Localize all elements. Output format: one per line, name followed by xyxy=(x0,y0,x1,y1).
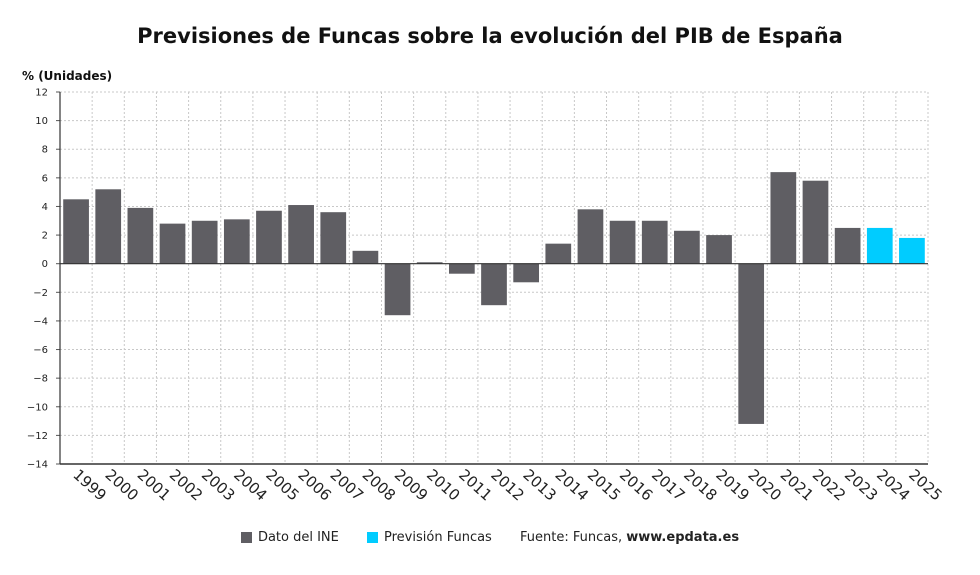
bars xyxy=(63,172,925,424)
x-tick-label: 1999 xyxy=(69,466,109,505)
y-tick-label: −12 xyxy=(27,431,48,442)
legend-swatch-funcas xyxy=(367,532,379,543)
grid-lines xyxy=(60,91,929,464)
bar-ine-2013 xyxy=(513,263,540,283)
source-prefix: Fuente: Funcas, xyxy=(519,530,627,545)
bar-ine-2022 xyxy=(802,180,829,264)
x-tick-labels: 1999200020012002200320042005200620072008… xyxy=(69,466,945,505)
x-tick-label: 2020 xyxy=(745,466,785,505)
source-note: Fuente: Funcas, www.epdata.es xyxy=(520,530,739,545)
x-tick-label: 2006 xyxy=(294,466,334,505)
x-tick-label: 2011 xyxy=(455,466,495,505)
y-tick-label: −14 xyxy=(27,460,48,471)
x-tick-label: 2018 xyxy=(680,466,720,505)
y-tick-label: −2 xyxy=(33,288,48,299)
bar-ine-2014 xyxy=(545,243,572,264)
bar-ine-2011 xyxy=(448,263,475,274)
bar-ine-2017 xyxy=(641,220,668,264)
y-tick-label: −4 xyxy=(33,316,48,327)
bar-funcas-2024 xyxy=(866,227,893,264)
x-tick-label: 2023 xyxy=(841,466,881,505)
y-tick-label: 8 xyxy=(42,145,48,156)
chart-title: Previsiones de Funcas sobre la evolución… xyxy=(137,24,843,48)
x-tick-label: 2021 xyxy=(777,466,817,505)
bar-ine-2018 xyxy=(674,230,700,264)
legend-label-funcas: Previsión Funcas xyxy=(384,530,492,545)
x-tick-label: 2000 xyxy=(102,466,142,505)
y-axis-label: % (Unidades) xyxy=(22,69,113,83)
bar-ine-2020 xyxy=(738,263,765,424)
y-tick-label: 12 xyxy=(35,88,48,99)
x-tick-label: 2016 xyxy=(616,466,656,505)
legend-item-ine: Dato del INE xyxy=(240,530,339,545)
bar-ine-2019 xyxy=(706,235,732,264)
x-tick-label: 2012 xyxy=(487,466,527,505)
x-tick-label: 2019 xyxy=(712,466,752,505)
bar-ine-2006 xyxy=(288,205,314,264)
x-tick-label: 2009 xyxy=(391,466,431,505)
bar-ine-2012 xyxy=(481,263,507,306)
x-tick-label: 2010 xyxy=(423,466,463,505)
bar-ine-2002 xyxy=(159,223,186,264)
bar-ine-2001 xyxy=(127,207,154,264)
bar-ine-1999 xyxy=(63,199,89,264)
source-link[interactable]: www.epdata.es xyxy=(626,530,740,545)
bar-ine-2023 xyxy=(834,227,861,264)
x-tick-label: 2003 xyxy=(198,466,238,505)
y-tick-label: 0 xyxy=(42,259,48,270)
y-tick-label: −6 xyxy=(33,345,48,356)
x-tick-label: 2025 xyxy=(905,466,945,505)
x-tick-label: 2007 xyxy=(327,466,367,505)
x-tick-label: 2022 xyxy=(809,466,849,505)
bar-ine-2010 xyxy=(416,262,443,264)
axes xyxy=(56,91,928,465)
x-tick-label: 2008 xyxy=(359,466,399,505)
y-tick-label: 4 xyxy=(42,202,48,213)
x-tick-label: 2013 xyxy=(519,466,559,505)
bar-ine-2004 xyxy=(223,219,250,264)
x-tick-label: 2002 xyxy=(166,466,206,505)
legend-swatch-ine xyxy=(240,532,252,543)
y-tick-labels: 12 10 8 6 4 2 0 −2 −4 −6 −8 −10 −12 −14 xyxy=(27,88,48,471)
x-tick-label: 2017 xyxy=(648,466,688,505)
x-tick-label: 2024 xyxy=(873,466,913,505)
bar-ine-2005 xyxy=(256,210,282,264)
y-tick-label: −10 xyxy=(27,402,48,413)
x-tick-label: 2015 xyxy=(584,466,624,505)
y-tick-label: 6 xyxy=(42,173,48,184)
x-tick-label: 2004 xyxy=(230,466,270,505)
bar-ine-2021 xyxy=(770,172,797,264)
chart-footer: Dato del INE Previsión Funcas Fuente: Fu… xyxy=(0,530,980,545)
legend-item-funcas: Previsión Funcas xyxy=(367,530,492,545)
legend-label-ine: Dato del INE xyxy=(257,530,339,545)
bar-ine-2000 xyxy=(95,189,122,264)
y-tick-label: −8 xyxy=(33,374,48,385)
y-tick-label: 10 xyxy=(35,116,48,127)
bar-ine-2009 xyxy=(384,263,411,316)
bar-funcas-2025 xyxy=(899,237,925,264)
y-tick-label: 2 xyxy=(42,231,48,242)
bar-ine-2007 xyxy=(320,212,347,264)
bar-ine-2015 xyxy=(577,209,604,264)
x-tick-label: 2001 xyxy=(134,466,174,505)
bar-ine-2016 xyxy=(609,220,636,264)
x-tick-label: 2005 xyxy=(262,466,302,505)
bar-ine-2003 xyxy=(191,220,218,264)
x-tick-label: 2014 xyxy=(552,466,592,505)
bar-ine-2008 xyxy=(352,250,379,264)
